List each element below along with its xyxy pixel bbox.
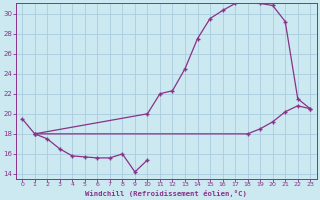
X-axis label: Windchill (Refroidissement éolien,°C): Windchill (Refroidissement éolien,°C) — [85, 190, 247, 197]
